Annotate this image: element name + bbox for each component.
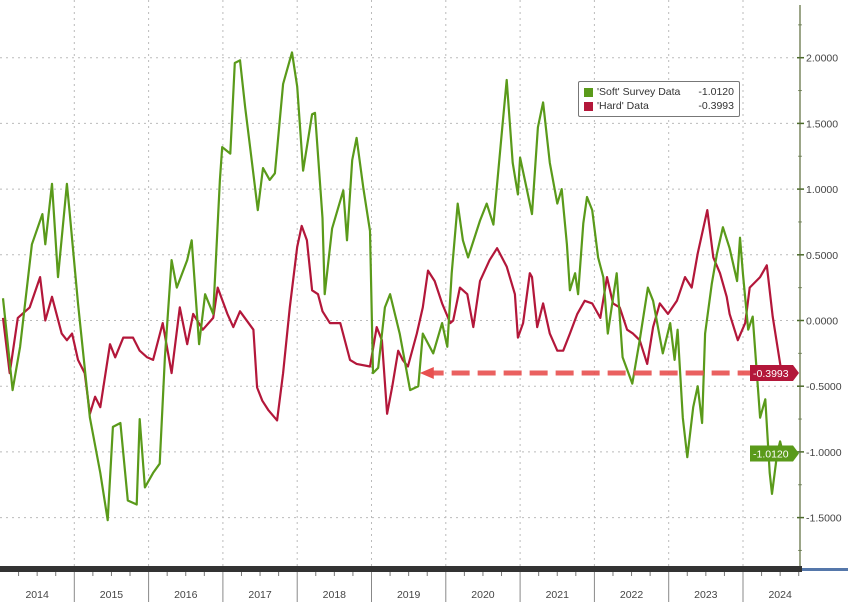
axes: 2.0000 1.5000 1.0000 0.5000 0.0000 -0.5000 -1.… [0,5,848,602]
hard-data-line [1,209,783,422]
x-tick-label: 2014 [25,589,49,601]
x-tick-label: 2021 [546,589,570,601]
x-tick-label: 2023 [694,589,718,601]
soft-survey-data-line [1,51,785,522]
x-tick-label: 2016 [174,589,198,601]
legend-swatch [584,87,593,97]
x-tick-label: 2020 [471,589,495,601]
value-tag-label: -1.0120 [753,448,789,460]
x-tick-label: 2018 [323,589,347,601]
x-tick-label: 2015 [100,589,124,601]
value-tag-label: -0.3993 [753,368,789,380]
legend-value: -1.0120 [698,86,734,98]
y-tick-label: -0.5000 [806,381,842,393]
y-tick-label: -1.5000 [806,513,842,525]
y-tick-label: -1.0000 [806,447,842,459]
annotation-layer [419,366,782,379]
legend: 'Soft' Survey Data -1.0120 'Hard' Data -… [578,81,740,117]
y-tick-label: 1.5000 [806,118,838,130]
x-axis-bar [0,566,802,572]
y-tick-label: 2.0000 [806,53,838,65]
legend-swatch [584,101,593,111]
soft-value-tag [750,445,799,462]
y-tick-label: 0.0000 [806,316,838,328]
x-tick-label: 2019 [397,589,421,601]
x-tick-label: 2017 [248,589,272,601]
y-tick-label: 1.0000 [806,184,838,196]
x-tick-label: 2022 [620,589,644,601]
legend-label: 'Hard' Data [597,100,649,112]
hard-value-tag [750,364,799,381]
x-tick-label: 2024 [768,589,792,601]
legend-item-soft: 'Soft' Survey Data -1.0120 [584,85,734,99]
series-layer [1,51,785,522]
legend-item-hard: 'Hard' Data -0.3993 [584,99,734,113]
legend-value: -0.3993 [698,100,734,112]
legend-label: 'Soft' Survey Data [597,86,681,98]
arrow-head-icon [419,366,434,379]
x-axis-bar-end [802,568,848,571]
y-tick-label: 0.5000 [806,250,838,262]
